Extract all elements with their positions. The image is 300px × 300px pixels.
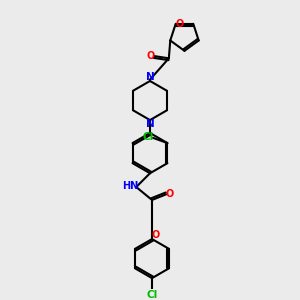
Text: HN: HN [122, 182, 138, 191]
Text: N: N [146, 72, 154, 82]
Text: O: O [146, 51, 154, 61]
Text: Cl: Cl [146, 290, 158, 300]
Text: N: N [146, 119, 154, 129]
Text: O: O [152, 230, 160, 240]
Text: O: O [175, 19, 184, 29]
Text: Cl: Cl [142, 132, 154, 142]
Text: O: O [166, 189, 174, 199]
